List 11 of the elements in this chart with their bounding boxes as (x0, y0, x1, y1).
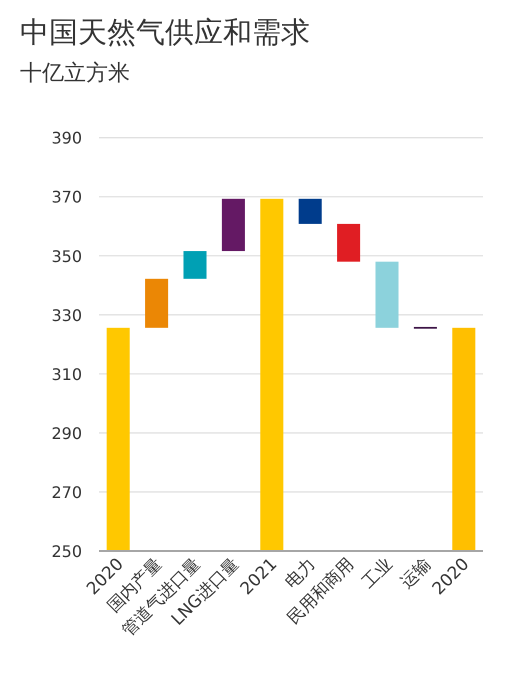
y-tick-label: 350 (51, 246, 82, 266)
y-tick-label: 330 (51, 306, 82, 325)
y-tick-label: 270 (51, 482, 82, 502)
y-tick-label: 290 (51, 424, 82, 443)
chart-title: 中国天然气供应和需求 (20, 15, 310, 49)
y-tick-label: 390 (51, 128, 82, 148)
y-tick-label: 370 (51, 188, 82, 207)
y-tick-label: 310 (51, 364, 82, 384)
y-tick-label: 250 (51, 542, 82, 561)
chart-subtitle: 十亿立方米 (20, 61, 130, 86)
x-tick-label: 工业 (358, 554, 397, 593)
